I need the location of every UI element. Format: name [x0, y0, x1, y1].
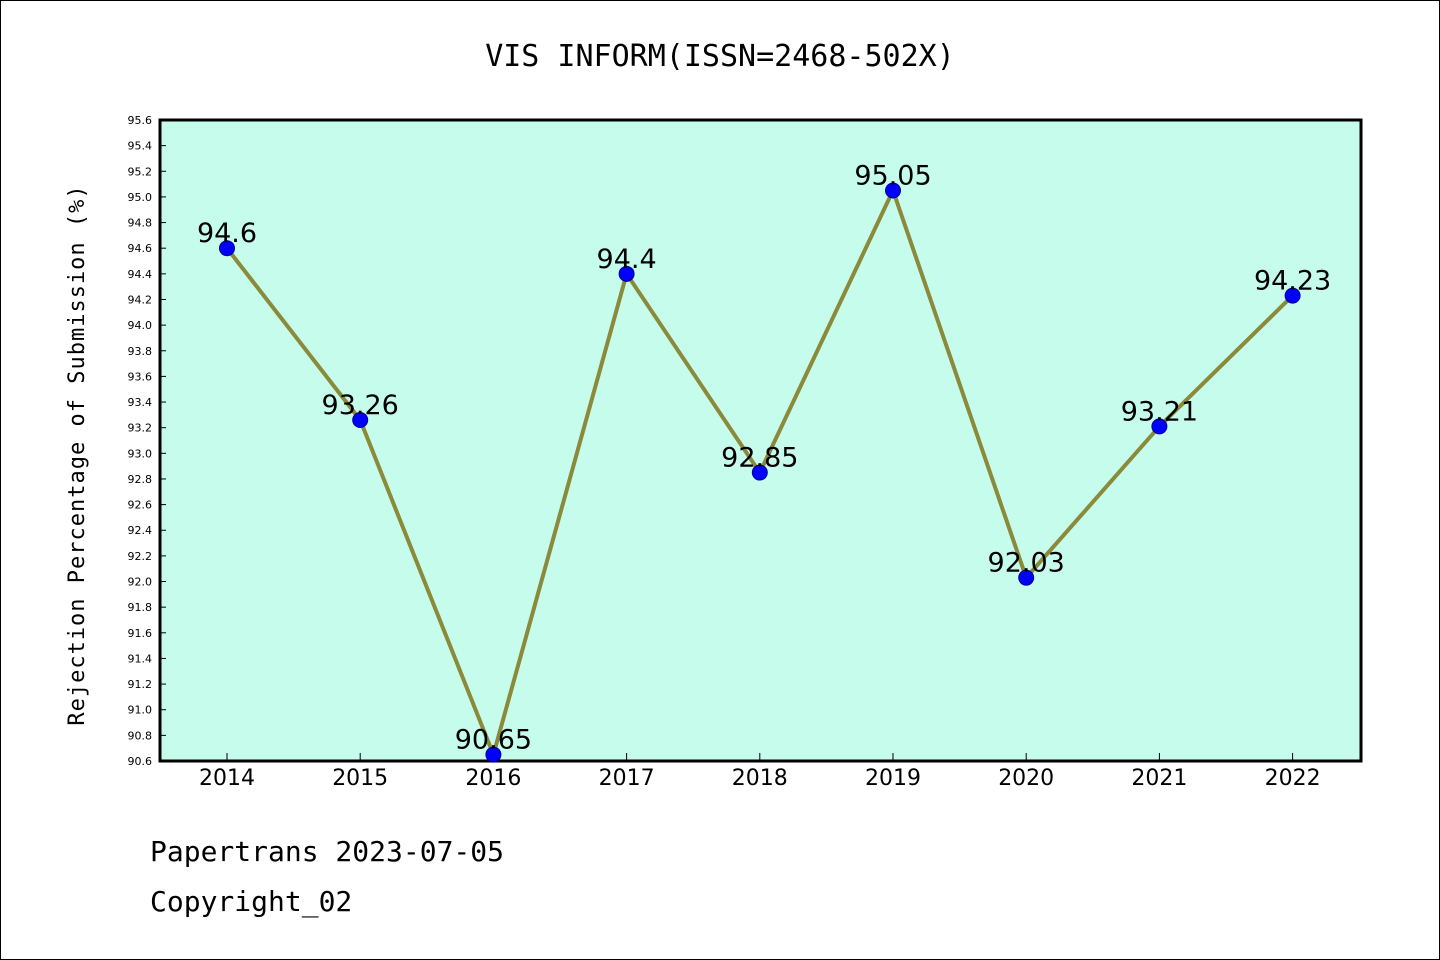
data-point [618, 265, 635, 282]
data-label: 94.4 [597, 244, 657, 275]
x-tick-label: 2014 [199, 766, 255, 791]
y-tick-label: 93.6 [128, 370, 153, 383]
chart-title: VIS INFORM(ISSN=2468-502X) [485, 39, 955, 74]
y-tick-label: 91.8 [128, 601, 153, 614]
y-tick-label: 91.0 [128, 704, 153, 717]
x-tick-label: 2020 [998, 766, 1054, 791]
y-tick-label: 94.4 [128, 268, 153, 281]
data-label: 92.85 [721, 443, 798, 474]
y-axis-label: Rejection Percentage of Submission (%) [65, 184, 90, 725]
data-label: 95.05 [854, 161, 931, 192]
data-point [1018, 569, 1035, 586]
y-tick-label: 95.6 [128, 114, 153, 127]
plot-area [158, 118, 1363, 763]
y-tick-label: 93.4 [128, 396, 153, 409]
data-label: 92.03 [988, 548, 1065, 579]
y-tick-label: 91.4 [128, 652, 153, 665]
y-tick-label: 93.0 [128, 447, 153, 460]
x-tick-label: 2022 [1265, 766, 1321, 791]
y-tick-label: 93.2 [128, 422, 153, 435]
data-label: 90.65 [455, 725, 532, 756]
x-tick-label: 2016 [465, 766, 521, 791]
data-labels: 94.6 93.26 90.65 94.4 92.85 95.05 92.03 93.21 94… [197, 161, 1331, 756]
y-tick-label: 92.2 [128, 550, 153, 563]
data-point [219, 240, 235, 257]
footer-copyright-line: Copyright_02 [150, 885, 353, 918]
y-axis: 90.6 90.8 91.0 91.2 91.4 91.6 91.8 92.0 92.2 92.4… [128, 114, 166, 768]
x-tick-label: 2018 [732, 766, 788, 791]
data-point [1151, 418, 1168, 435]
y-tick-label: 92.4 [128, 524, 153, 537]
x-axis: 2014 2015 2016 2017 2018 2019 2020 2021 2022 [199, 753, 1321, 791]
x-tick-label: 2015 [332, 766, 388, 791]
data-label: 94.23 [1254, 266, 1331, 297]
y-tick-label: 95.4 [128, 140, 153, 153]
y-tick-label: 94.6 [128, 242, 153, 255]
y-tick-label: 94.0 [128, 319, 153, 332]
y-tick-label: 92.0 [128, 576, 153, 589]
data-label: 93.21 [1121, 396, 1198, 427]
series-markers [219, 182, 1301, 763]
data-point [352, 411, 369, 428]
footer-date-line: Papertrans 2023-07-05 [150, 835, 505, 868]
y-tick-label: 92.6 [128, 499, 153, 512]
y-tick-label: 92.8 [128, 473, 153, 486]
data-label: 93.26 [322, 390, 399, 421]
data-label: 94.6 [197, 218, 257, 249]
y-tick-label: 93.8 [128, 345, 153, 358]
x-tick-label: 2019 [865, 766, 921, 791]
x-tick-label: 2021 [1131, 766, 1187, 791]
x-tick-label: 2017 [599, 766, 655, 791]
y-tick-label: 95.0 [128, 191, 153, 204]
y-tick-label: 90.8 [128, 729, 153, 742]
data-point [485, 746, 502, 763]
y-tick-label: 90.6 [128, 755, 153, 768]
data-point [751, 464, 768, 481]
y-tick-label: 91.2 [128, 678, 153, 691]
y-tick-label: 94.8 [128, 217, 153, 230]
y-tick-label: 91.6 [128, 627, 153, 640]
data-point [885, 182, 901, 199]
y-tick-label: 94.2 [128, 293, 153, 306]
y-tick-label: 95.2 [128, 165, 153, 178]
data-point [1284, 287, 1301, 304]
